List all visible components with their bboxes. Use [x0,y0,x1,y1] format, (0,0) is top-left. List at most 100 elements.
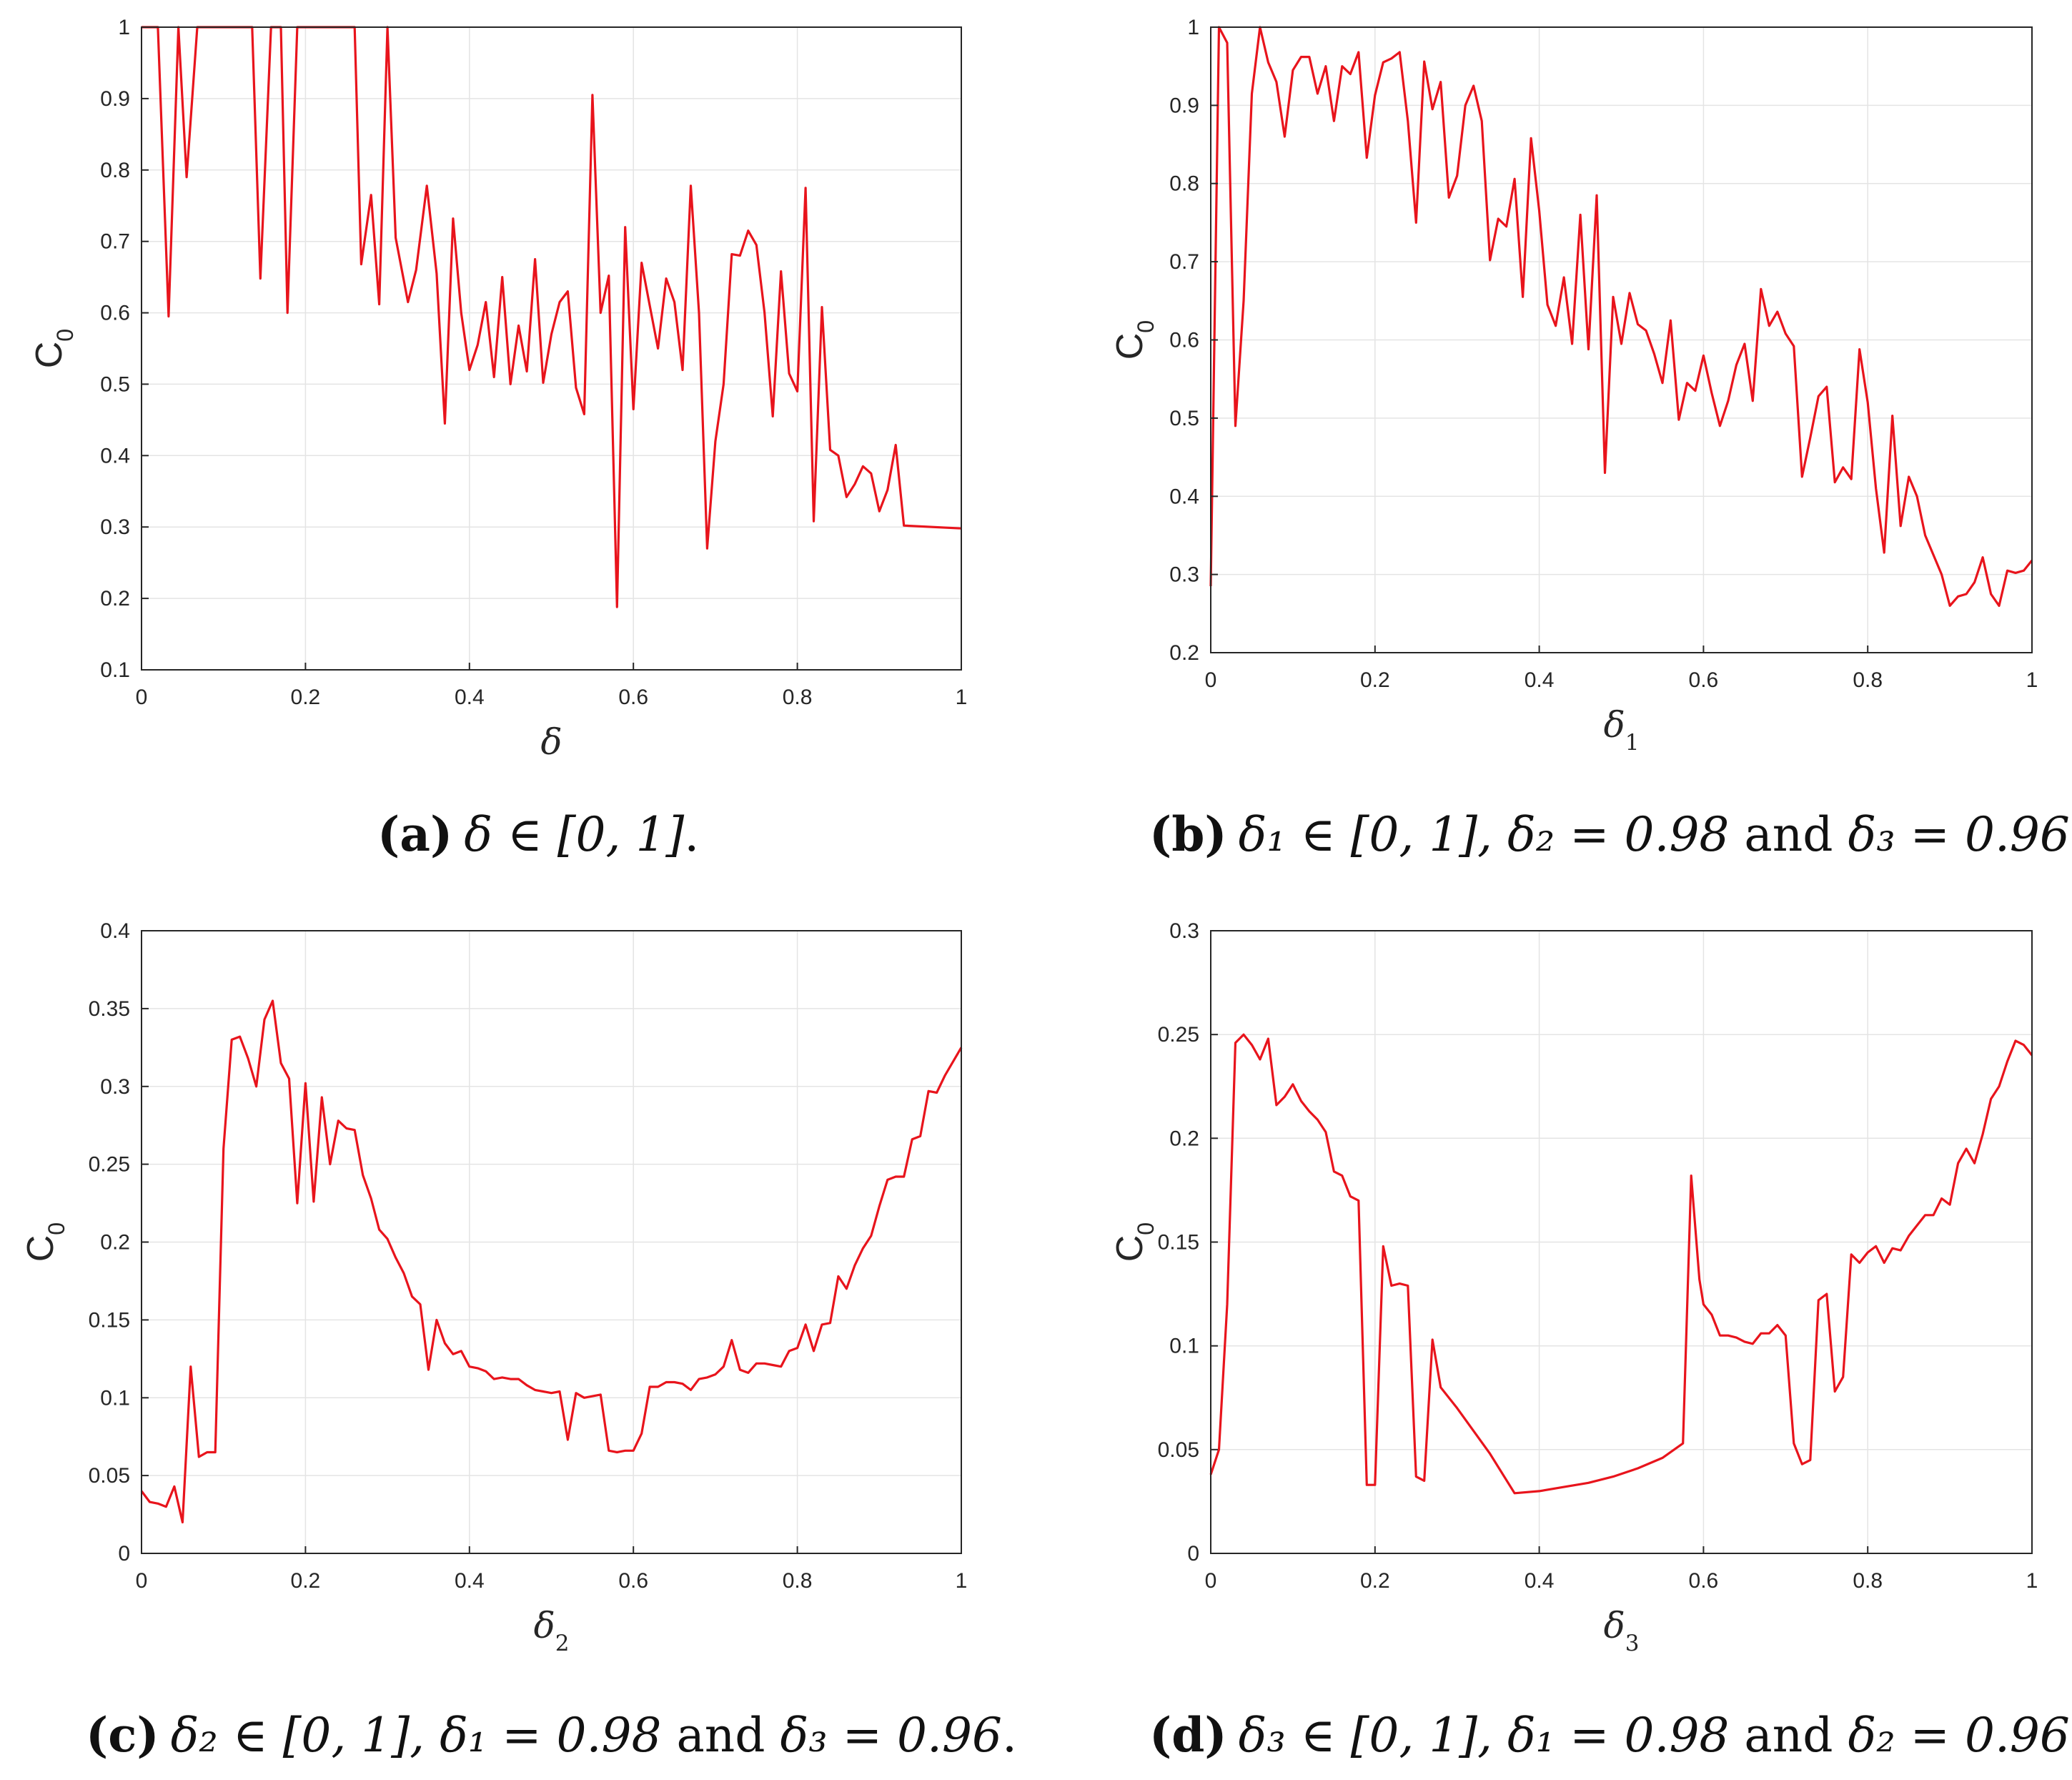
y-tick-label: 0.2 [1169,1127,1199,1150]
tick-labels: 0 0.2 0.4 0.6 0.8 10.20.30.40.50.60.70.80.91 [1169,16,2038,692]
y-axis-label: C0 [20,1222,69,1262]
y-tick-label: 0.2 [100,1231,130,1255]
y-tick-label: 0.3 [100,1075,130,1099]
caption-math: δ ∈ [0, 1] [464,807,684,862]
caption-letter: (b) [1149,806,1227,862]
x-tick-label: 0 [1205,1569,1217,1593]
x-tick-label: 0.2 [291,686,321,709]
y-axis-label: C0 [1109,1222,1159,1262]
grid-lines [141,26,962,671]
x-tick-label: 0.2 [291,1569,321,1593]
y-tick-label: 0.15 [1158,1231,1199,1255]
y-tick-label: 0 [1187,1542,1199,1566]
y-tick-label: 0.3 [1169,919,1199,943]
y-tick-label: 0.25 [89,1153,130,1177]
y-tick-label: 0.1 [100,658,130,682]
y-axis-label-main: C [20,1235,61,1262]
x-axis-label: δ3 [1604,1605,1640,1656]
caption-c: (c) δ₂ ∈ [0, 1], δ₁ = 0.98 and δ₃ = 0.96. [86,1707,1017,1763]
x-tick-label: 1 [2026,1569,2038,1593]
caption-end: . [2070,807,2072,862]
y-tick-label: 0.1 [1169,1335,1199,1358]
y-tick-label: 0.8 [1169,172,1199,196]
x-tick-label: 0.8 [1853,668,1883,692]
x-axis-label-main: δ [1604,704,1625,746]
caption-math-2: δ₃ = 0.96 [1848,807,2070,862]
x-tick-label: 0.6 [1689,668,1719,692]
series-line-a [142,26,962,608]
x-axis-label-sub: 1 [1625,730,1640,756]
x-tick-label: 0.4 [455,1569,485,1593]
y-tick-label: 0.7 [100,230,130,254]
caption-math-2: δ₂ = 0.96 [1848,1708,2070,1763]
x-tick-label: 0.4 [455,686,485,709]
y-tick-label: 0.05 [1158,1438,1199,1462]
caption-math: δ₃ ∈ [0, 1], δ₁ = 0.98 [1239,1708,1730,1763]
chart-panel-d: 0 0.2 0.4 0.6 0.8 100.050.10.150.20.250.3C0δ3… [1109,919,2072,1763]
caption-end: . [2070,1708,2072,1763]
y-tick-label: 0.6 [1169,329,1199,352]
x-tick-label: 1 [2026,668,2038,692]
x-axis-label-sub: 2 [555,1631,570,1656]
caption-math: δ₁ ∈ [0, 1], δ₂ = 0.98 [1239,807,1730,862]
y-axis-label-sub: 0 [52,329,78,342]
x-axis-label: δ2 [534,1605,570,1656]
y-tick-label: 0.25 [1158,1023,1199,1047]
caption-d: (d)δ₃ ∈ [0, 1], δ₁ = 0.98 and δ₂ = 0.96. [1149,1707,2072,1763]
x-tick-label: 0.2 [1360,668,1390,692]
x-tick-label: 0 [1205,668,1217,692]
y-axis-label-main: C [1109,1235,1151,1262]
caption-letter: (a) [377,806,452,862]
x-tick-label: 0 [136,1569,148,1593]
y-tick-label: 0.15 [89,1308,130,1332]
plot-frame [141,26,962,671]
caption-letter: (c) [86,1707,159,1763]
y-tick-label: 1 [1187,16,1199,39]
x-axis-label-main: δ [540,721,562,763]
caption-b: (b)δ₁ ∈ [0, 1], δ₂ = 0.98 and δ₃ = 0.96. [1149,806,2072,862]
y-tick-label: 0.9 [1169,94,1199,117]
y-axis-label-sub: 0 [1133,1222,1159,1235]
y-tick-label: 0.5 [1169,407,1199,430]
y-tick-label: 0.05 [89,1464,130,1488]
chart-panel-a: 0 0.2 0.4 0.6 0.8 10.10.20.30.40.50.60.70.80.… [29,16,967,862]
x-tick-label: 0.8 [1853,1569,1883,1593]
caption-end: . [684,807,699,862]
tick-labels: 0 0.2 0.4 0.6 0.8 1 0 0.05 0.1 0.15 0.2 0.25 0.3 [1158,919,2038,1593]
caption-end: . [1002,1708,1017,1763]
y-tick-label: 0.8 [100,159,130,182]
y-axis-label-main: C [29,342,70,369]
x-tick-label: 0.6 [618,1569,648,1593]
caption-and: and [1729,1708,1848,1763]
y-tick-label: 0.2 [100,587,130,610]
caption-and: and [1729,807,1848,862]
x-axis-label-main: δ [534,1605,555,1646]
caption-letter: (d) [1149,1707,1227,1763]
x-tick-label: 1 [956,686,968,709]
y-axis-label-sub: 0 [44,1222,69,1235]
y-tick-label: 1 [118,16,130,39]
y-axis-label: C0 [1109,320,1159,360]
y-tick-label: 0.3 [1169,563,1199,587]
x-tick-label: 0.2 [1360,1569,1390,1593]
y-tick-label: 0.1 [100,1386,130,1410]
chart-panel-c: 0 0.2 0.4 0.6 0.8 100.050.10.150.20.250.30.35… [20,919,1017,1763]
y-tick-label: 0.9 [100,87,130,111]
x-tick-label: 0.6 [1689,1569,1719,1593]
y-tick-label: 0.2 [1169,641,1199,665]
series-line-c [140,999,963,1524]
y-tick-label: 0.4 [100,444,130,468]
y-tick-label: 0.4 [1169,485,1199,508]
chart-panel-b: 0 0.2 0.4 0.6 0.8 10.20.30.40.50.60.70.80.91C… [1109,16,2072,862]
tick-labels: 0 0.2 0.4 0.6 0.8 1 0.1 0.2 0.3 0.4 0.5 0.6 0.7 0.8 0.… [100,16,967,709]
x-axis-label: δ [540,721,562,763]
x-tick-label: 0.6 [618,686,648,709]
x-tick-label: 1 [956,1569,968,1593]
y-tick-label: 0.4 [100,919,130,943]
y-axis-label-sub: 0 [1133,320,1159,333]
x-axis-label-sub: 3 [1625,1631,1640,1656]
caption-math-2: δ₃ = 0.96 [780,1708,1002,1763]
x-tick-label: 0.8 [783,1569,813,1593]
tick-labels: 0 0.2 0.4 0.6 0.8 1 0 0.05 0.1 0.15 0.2 0.25 0.3 0.35… [89,919,968,1593]
